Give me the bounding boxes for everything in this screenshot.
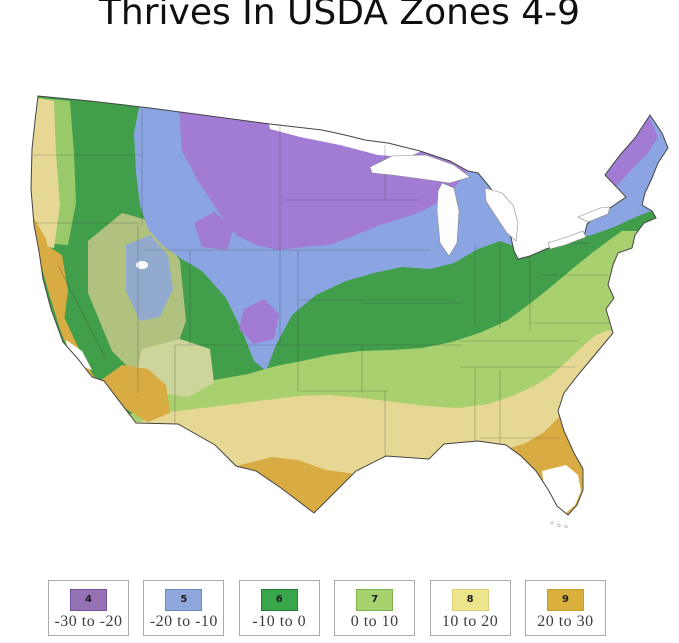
zone-9-arizona-desert-region	[100, 365, 170, 422]
zone-8-pacific-coast-strip	[31, 97, 60, 248]
lake-huron	[484, 187, 519, 242]
zone-4-colorado-rockies-patch	[239, 299, 279, 344]
zone-8-range-label: 10 to 20	[441, 613, 499, 630]
zone-8-swatch: 8	[451, 589, 489, 611]
zone-8-number: 8	[466, 594, 474, 605]
lake-ontario	[577, 206, 611, 223]
great-lakes	[369, 154, 611, 257]
zone-7-range-label: 0 to 10	[350, 613, 399, 630]
zone-5-great-basin-patch	[126, 235, 173, 321]
zone-9-central-valley-region	[46, 245, 68, 321]
lake-superior	[369, 154, 471, 184]
zone-7-swatch: 7	[356, 589, 394, 611]
great-salt-lake	[136, 261, 148, 269]
zone-10-south-florida-region	[542, 465, 581, 513]
zone-9-range-label: 20 to 30	[537, 613, 594, 630]
us-map-svg	[30, 95, 669, 529]
us-hardiness-map	[30, 93, 670, 568]
legend-item-zone-9: 9 20 to 30	[524, 580, 606, 636]
zone-4-yellowstone-patch	[194, 212, 234, 250]
legend-item-zone-4: 4 -30 to -20	[48, 580, 129, 636]
zone-5-swatch: 5	[165, 589, 203, 611]
legend-item-zone-6: 6 -10 to 0	[238, 580, 320, 636]
zone-5-number: 5	[180, 594, 188, 605]
florida-key-dot	[564, 524, 568, 529]
lake-michigan	[436, 182, 460, 257]
zone-9-number: 9	[561, 594, 569, 605]
page-title: Thrives In USDA Zones 4-9	[98, 0, 581, 33]
legend-item-zone-5: 5 -20 to -10	[143, 580, 225, 636]
state-border-lines	[33, 109, 610, 457]
legend-item-zone-8: 8 10 to 20	[429, 580, 511, 636]
zone-4-swatch: 4	[70, 589, 107, 611]
zone-4-number: 4	[85, 594, 92, 605]
zone-legend: 4 -30 to -20 5 -20 to -10 6 -10 to 0 7 0…	[48, 580, 606, 638]
zone-7-number: 7	[371, 594, 379, 605]
zone-5-range-label: -20 to -10	[149, 613, 218, 630]
zone-4-range-label: -30 to -20	[54, 613, 123, 630]
zone-6-range-label: -10 to 0	[252, 613, 307, 630]
zone-6-swatch: 6	[260, 589, 298, 611]
florida-key-dot	[550, 521, 554, 525]
zone-9-swatch: 9	[546, 589, 584, 611]
zone-6-number: 6	[275, 594, 283, 605]
florida-keys	[550, 521, 568, 529]
florida-key-dot	[557, 523, 561, 528]
legend-item-zone-7: 7 0 to 10	[334, 580, 416, 636]
zone-10-socal-coast-region	[66, 340, 92, 370]
lake-erie	[547, 230, 587, 250]
